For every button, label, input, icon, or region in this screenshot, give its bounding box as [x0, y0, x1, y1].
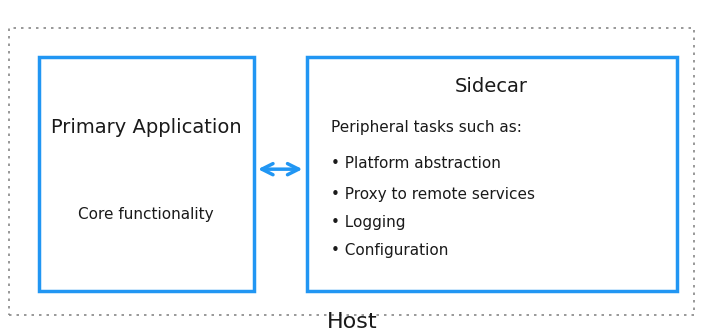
Bar: [9, 28, 694, 315]
Text: Host: Host: [327, 312, 378, 332]
Text: • Proxy to remote services: • Proxy to remote services: [331, 187, 535, 202]
Bar: [39, 57, 254, 291]
Bar: [307, 57, 677, 291]
Text: • Platform abstraction: • Platform abstraction: [331, 156, 501, 171]
Text: Sidecar: Sidecar: [455, 77, 528, 96]
Text: Peripheral tasks such as:: Peripheral tasks such as:: [331, 120, 522, 135]
Text: Core functionality: Core functionality: [78, 207, 214, 221]
Text: • Configuration: • Configuration: [331, 243, 448, 258]
Text: • Logging: • Logging: [331, 215, 406, 230]
Text: Primary Application: Primary Application: [51, 118, 242, 137]
